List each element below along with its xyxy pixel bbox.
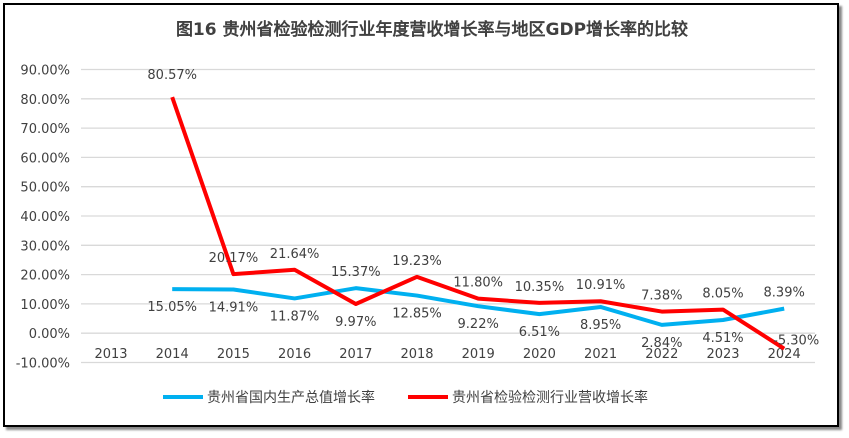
y-tick-label: 10.00% (20, 298, 70, 313)
x-tick-label: 2022 (645, 347, 678, 362)
y-tick-label: 20.00% (20, 269, 70, 284)
data-label: 4.51% (702, 331, 743, 346)
chart-frame (3, 3, 839, 427)
data-label: 21.64% (270, 247, 320, 262)
x-tick-label: 2015 (217, 347, 250, 362)
y-tick-label: 60.00% (20, 151, 70, 166)
y-tick-label: 50.00% (20, 181, 70, 196)
data-label: -5.30% (773, 334, 819, 349)
y-tick-label: 80.00% (20, 93, 70, 108)
data-label: 15.37% (331, 265, 381, 280)
chart-title: 图16 贵州省检验检测行业年度营收增长率与地区GDP增长率的比较 (176, 19, 688, 40)
data-label: 8.05% (702, 287, 743, 302)
data-label: 10.35% (515, 280, 565, 295)
data-label: 11.87% (270, 309, 320, 324)
data-label: 20.17% (209, 251, 259, 266)
series-line-2 (170, 96, 786, 351)
data-label: 9.97% (335, 315, 376, 330)
data-label: 12.85% (392, 307, 442, 322)
legend-label-1: 贵州省国内生产总值增长率 (207, 389, 375, 406)
data-label: 80.57% (147, 68, 197, 83)
data-label: 10.91% (576, 278, 626, 293)
y-tick-label: 70.00% (20, 122, 70, 137)
legend-label-2: 贵州省检验检测行业营收增长率 (452, 389, 648, 406)
y-tick-label: 0.00% (29, 327, 70, 342)
y-tick-label: 40.00% (20, 210, 70, 225)
data-label: 15.05% (147, 300, 197, 315)
data-label: 6.51% (519, 325, 560, 340)
x-tick-label: 2019 (462, 347, 495, 362)
x-tick-label: 2023 (706, 347, 739, 362)
data-label: 9.22% (458, 317, 499, 332)
x-tick-label: 2024 (768, 347, 801, 362)
x-tick-label: 2016 (278, 347, 311, 362)
x-tick-label: 2013 (94, 347, 127, 362)
y-tick-label: -10.00% (16, 357, 70, 372)
x-tick-label: 2014 (156, 347, 189, 362)
data-label: 8.39% (764, 286, 805, 301)
data-label: 7.38% (641, 289, 682, 304)
data-label: 2.84% (641, 336, 682, 351)
series-line-1 (172, 286, 785, 327)
y-tick-label: 30.00% (20, 239, 70, 254)
x-tick-label: 2018 (400, 347, 433, 362)
data-label: 11.80% (453, 276, 503, 291)
data-label: 14.91% (209, 301, 259, 316)
x-tick-label: 2020 (523, 347, 556, 362)
x-tick-label: 2017 (339, 347, 372, 362)
data-label: 8.95% (580, 318, 621, 333)
x-tick-label: 2021 (584, 347, 617, 362)
y-tick-label: 90.00% (20, 64, 70, 79)
data-label: 19.23% (392, 254, 442, 269)
